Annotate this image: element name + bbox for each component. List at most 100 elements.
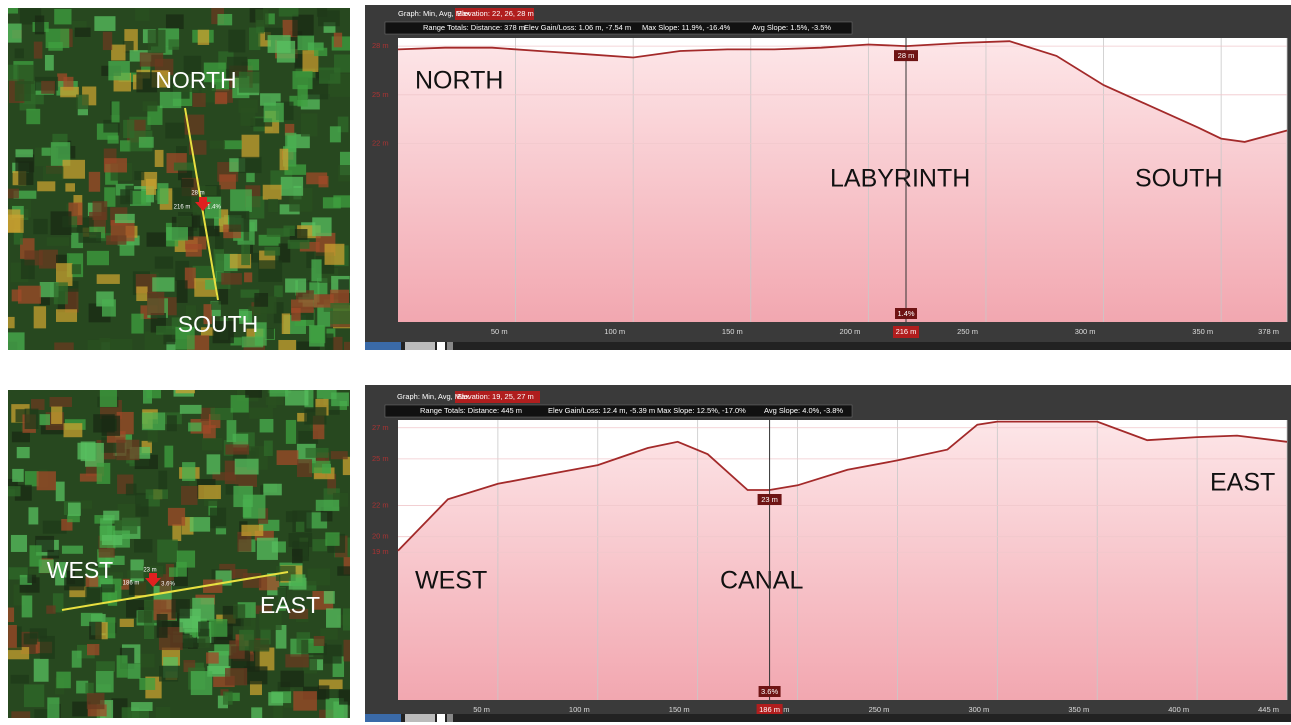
map-pixel: [66, 570, 76, 585]
map-pixel: [222, 691, 233, 705]
y-tick-label: 22 m: [372, 501, 389, 510]
map-pixel: [111, 44, 126, 61]
map-pixel: [167, 415, 177, 432]
map-pixel: [138, 136, 154, 148]
map-pixel: [342, 456, 350, 476]
x-tick-label: 50 m: [491, 327, 508, 336]
map-pixel: [61, 545, 83, 554]
map-pixel: [246, 172, 255, 183]
map-pixel: [85, 682, 94, 695]
map-pixel: [125, 483, 137, 496]
map-pixel: [209, 140, 226, 149]
map-pixel: [23, 684, 45, 708]
map-pixel: [137, 610, 153, 623]
map-pixel: [262, 184, 282, 200]
header-text: Max Slope: 11.9%, -16.4%: [642, 23, 731, 32]
x-tick-label: 50 m: [473, 705, 490, 714]
map-pixel: [87, 704, 107, 717]
map-pixel: [312, 539, 328, 552]
map-pixel: [166, 341, 176, 350]
map-pixel: [158, 470, 168, 490]
map-pixel: [259, 418, 274, 433]
map-pixel: [239, 310, 252, 324]
map-pixel: [249, 407, 273, 419]
map-pixel: [24, 408, 39, 430]
map-pixel: [77, 442, 87, 460]
map-pixel: [13, 190, 37, 199]
map-pixel: [131, 313, 144, 334]
map-pixel: [244, 272, 253, 283]
map-pixel: [241, 134, 260, 159]
map-pixel: [296, 459, 313, 478]
map-pixel: [258, 576, 280, 591]
map-pixel: [157, 183, 169, 205]
map-pixel: [324, 243, 345, 265]
map-pixel: [224, 668, 248, 686]
map-pixel: [171, 187, 192, 209]
map-pixel: [74, 27, 91, 37]
map-pixel: [278, 8, 299, 17]
map-pixel: [154, 149, 164, 167]
map-pixel: [155, 706, 171, 718]
x-tick-label: 250 m: [869, 705, 890, 714]
map-pixel: [8, 486, 21, 497]
cursor-value: 23 m: [761, 495, 778, 504]
map-pixel: [323, 644, 342, 664]
cursor-value-box: [757, 494, 782, 505]
map-pixel: [285, 278, 307, 293]
map-pixel: [55, 309, 78, 322]
map-pixel: [163, 329, 176, 345]
map-pixel: [291, 307, 301, 322]
map-pixel: [12, 468, 24, 482]
map-pixel: [240, 107, 256, 126]
map-pixel: [33, 218, 48, 235]
map-pixel: [320, 506, 333, 522]
map-pixel: [45, 28, 70, 49]
map-pixel: [268, 692, 284, 706]
map-pixel: [224, 460, 236, 485]
map-pixel: [197, 186, 217, 196]
scrollbar: [365, 342, 1291, 350]
map-pixel: [156, 325, 178, 335]
map-pixel: [122, 40, 134, 53]
map-pixel: [209, 507, 227, 529]
map-pixel: [29, 568, 40, 577]
map-pixel: [203, 425, 216, 440]
map-pixel: [132, 190, 147, 205]
map-pixel: [147, 29, 166, 54]
map-pixel: [338, 165, 350, 182]
map-pixel: [265, 13, 275, 25]
map-pixel: [175, 390, 195, 394]
map-pixel: [198, 484, 221, 500]
map-pixel: [258, 519, 280, 532]
map-pixel: [254, 322, 267, 346]
map-pixel: [65, 183, 75, 192]
map-pixel: [176, 550, 196, 568]
elevation-area: [398, 41, 1287, 322]
cursor-x-box: [756, 704, 783, 716]
map-pixel: [203, 304, 212, 325]
map-pixel: [46, 237, 70, 246]
map-pixel: [104, 187, 116, 207]
map-pixel: [318, 10, 340, 27]
map-pixel: [11, 431, 30, 443]
map-pixel: [88, 171, 101, 192]
map-pixel: [243, 617, 256, 641]
map-pixel: [134, 171, 145, 181]
map-pixel: [214, 644, 237, 656]
header-totals-box: [384, 21, 853, 35]
annotation: LABYRINTH: [830, 165, 970, 193]
map-pixel: [179, 404, 202, 414]
map-pixel: [171, 599, 190, 619]
cursor-value: 28 m: [898, 51, 915, 60]
map-pixel: [103, 510, 120, 521]
header-totals-box: [384, 404, 853, 418]
map-pixel: [19, 574, 32, 585]
map-pixel: [277, 681, 291, 694]
map-pixel: [225, 484, 239, 495]
map-pixel: [243, 666, 268, 685]
map-pixel: [183, 638, 206, 647]
